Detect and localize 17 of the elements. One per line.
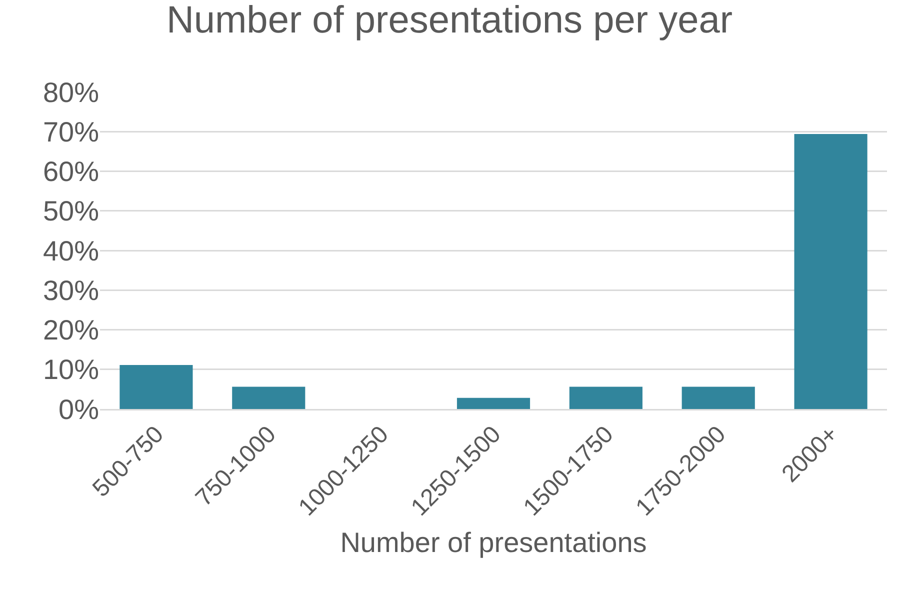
y-tick-label: 70%	[42, 116, 99, 148]
y-tick-label: 40%	[42, 235, 99, 266]
y-tick-label: 60%	[42, 156, 99, 188]
y-tick-label: 10%	[42, 354, 99, 386]
bar	[232, 386, 306, 409]
bar	[569, 386, 642, 409]
bar	[456, 398, 530, 409]
chart-title: Number of presentations per year	[166, 0, 733, 42]
y-tick-label: 0%	[58, 394, 99, 425]
y-tick-label: 30%	[42, 274, 99, 306]
bar	[682, 386, 755, 409]
y-tick-label: 20%	[42, 314, 99, 346]
y-tick-label: 50%	[42, 196, 99, 227]
bar	[794, 134, 868, 409]
bar	[120, 365, 193, 409]
y-tick-label: 80%	[42, 76, 99, 108]
x-axis-title: Number of presentations	[340, 527, 647, 558]
